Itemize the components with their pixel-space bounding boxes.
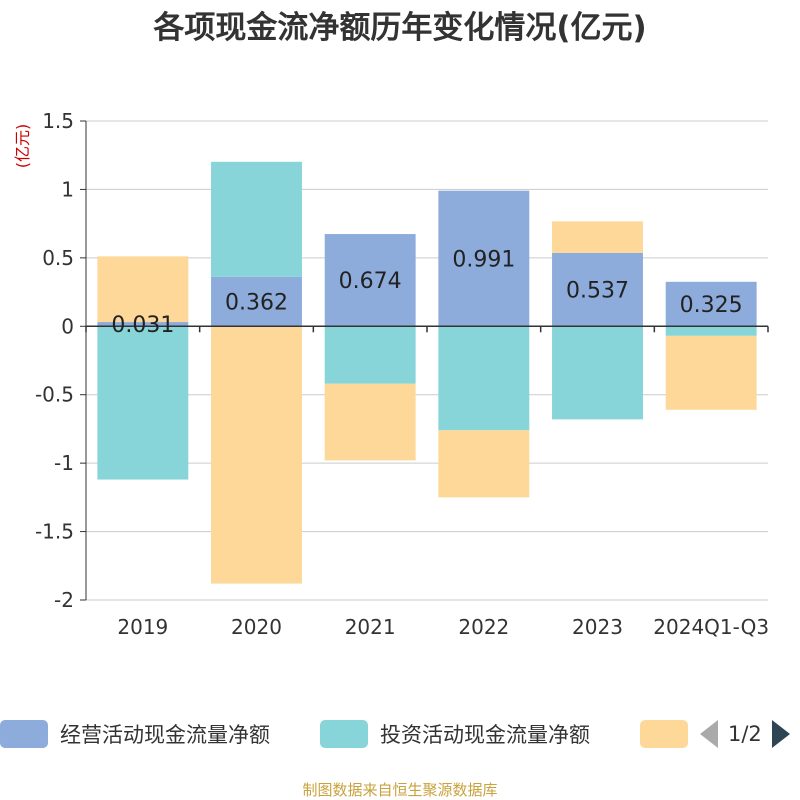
legend-swatch-operating — [0, 720, 48, 748]
bar-2019-series-0[interactable] — [97, 322, 189, 327]
y-tick-label: 0 — [61, 314, 74, 338]
legend-pager: 1/2 — [700, 718, 790, 750]
x-tick-label: 2021 — [345, 615, 396, 639]
data-label-2024Q1-Q3: 0.325 — [680, 293, 743, 318]
legend-next-arrow-icon[interactable] — [771, 720, 790, 748]
y-tick-label: -1 — [54, 451, 74, 475]
legend-page-indicator: 1/2 — [728, 722, 762, 746]
x-tick-label: 2022 — [458, 615, 509, 639]
bar-2021-series-1[interactable] — [324, 326, 416, 384]
x-tick-label: 2023 — [572, 615, 623, 639]
y-tick-label: -2 — [54, 588, 74, 612]
bar-2022-series-0[interactable] — [438, 190, 530, 327]
chart-title: 各项现金流净额历年变化情况(亿元) — [153, 10, 647, 46]
x-tick-label: 2024Q1-Q3 — [653, 615, 769, 639]
bar-2024Q1-Q3-series-0[interactable] — [665, 281, 757, 327]
y-tick-label: -0.5 — [35, 383, 74, 407]
bar-2019-series-1[interactable] — [97, 326, 189, 480]
bar-2022-series-2[interactable] — [438, 430, 530, 498]
y-tick-label: 1.5 — [42, 109, 74, 133]
source-note: 制图数据来自恒生聚源数据库 — [302, 781, 498, 799]
y-tick-label: 0.5 — [42, 246, 74, 270]
bar-2022-series-1[interactable] — [438, 326, 530, 431]
x-tick-label: 2019 — [117, 615, 168, 639]
bar-2023-series-2[interactable] — [552, 221, 643, 253]
legend-item-third-series[interactable] — [640, 714, 688, 754]
legend-item-operating[interactable]: 经营活动现金流量净额 — [0, 714, 270, 754]
bar-2023-series-1[interactable] — [552, 326, 643, 420]
y-axis-label: (亿元) — [13, 124, 32, 169]
chart-plot: 1.5 1 0.5 0 -0.5 -1 -1.5 -2 (亿元) 2019 2020 2021 2022… — [13, 109, 769, 639]
bar-2020-series-1[interactable] — [211, 161, 302, 277]
bar-2020-series-2[interactable] — [211, 326, 302, 584]
legend-label-investing: 投资活动现金流量净额 — [380, 723, 590, 747]
y-tick-label: 1 — [61, 177, 74, 201]
y-tick-label: -1.5 — [35, 520, 74, 544]
bar-2021-series-0[interactable] — [324, 234, 416, 327]
data-label-2022: 0.991 — [452, 247, 515, 272]
bar-2023-series-0[interactable] — [552, 252, 643, 327]
legend-prev-arrow-icon[interactable] — [700, 720, 718, 748]
legend-item-investing[interactable]: 投资活动现金流量净额 — [320, 714, 590, 754]
chart-legend: 经营活动现金流量净额 投资活动现金流量净额 1/2 — [0, 714, 800, 754]
legend-label-operating: 经营活动现金流量净额 — [60, 723, 270, 747]
bar-2024Q1-Q3-series-2[interactable] — [665, 335, 757, 410]
legend-swatch-investing — [320, 720, 368, 748]
data-label-2019: 0.031 — [111, 313, 174, 338]
bar-2021-series-2[interactable] — [324, 383, 416, 461]
data-label-2021: 0.674 — [339, 269, 402, 294]
x-tick-label: 2020 — [231, 615, 282, 639]
bar-2024Q1-Q3-series-1[interactable] — [665, 326, 757, 336]
data-label-2020: 0.362 — [225, 291, 288, 316]
bar-2020-series-0[interactable] — [211, 276, 302, 327]
legend-swatch-third-series — [640, 720, 688, 748]
data-label-2023: 0.537 — [566, 279, 629, 304]
bar-2019-series-2[interactable] — [97, 256, 189, 323]
